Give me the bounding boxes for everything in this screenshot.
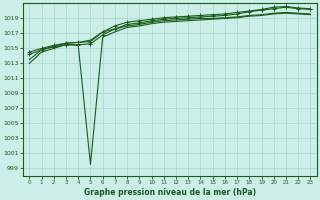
X-axis label: Graphe pression niveau de la mer (hPa): Graphe pression niveau de la mer (hPa) [84,188,256,197]
